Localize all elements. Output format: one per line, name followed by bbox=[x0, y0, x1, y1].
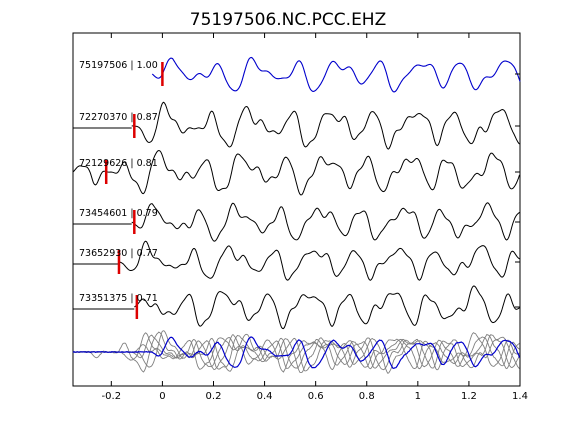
x-tick-label: -0.2 bbox=[102, 391, 122, 402]
overlay-trace-line bbox=[72, 330, 520, 374]
plot-frame bbox=[72, 32, 521, 387]
trace-label: 73351375 | 0.71 bbox=[79, 293, 158, 304]
trace-label-group: 75197506 | 1.00 72270370 | 0.87 72129626 |… bbox=[79, 60, 158, 304]
trace-label: 75197506 | 1.00 bbox=[79, 60, 158, 71]
x-tick-label: 0.6 bbox=[308, 391, 324, 402]
trace-line bbox=[73, 101, 521, 150]
trace-line bbox=[73, 285, 520, 330]
trace-label: 72270370 | 0.87 bbox=[79, 112, 158, 123]
x-tick-label: 0.4 bbox=[257, 391, 273, 402]
chart-title: 75197506.NC.PCC.EHZ bbox=[190, 10, 387, 30]
overlay-trace-line bbox=[72, 336, 521, 370]
trace-group bbox=[72, 56, 521, 330]
x-tick-label: 1 bbox=[415, 391, 421, 402]
trace-label: 73652930 | 0.77 bbox=[79, 248, 158, 259]
overlay-trace-line bbox=[73, 331, 520, 374]
x-tick-label: 1.2 bbox=[461, 391, 477, 402]
trace-line bbox=[73, 202, 521, 242]
overlay-trace-line bbox=[72, 333, 520, 371]
x-axis: -0.2 0 0.2 0.4 0.6 0.8 1 1.2 1.4 bbox=[102, 33, 528, 402]
overlay-trace-line bbox=[72, 332, 520, 373]
trace-label: 73454601 | 0.79 bbox=[79, 208, 158, 219]
overlay-group bbox=[72, 330, 521, 374]
x-tick-label: 1.4 bbox=[512, 391, 528, 402]
trace-label: 72129626 | 0.81 bbox=[79, 158, 158, 169]
overlay-trace-line bbox=[72, 332, 520, 370]
x-tick-label: 0.2 bbox=[206, 391, 222, 402]
x-tick-label: 0.8 bbox=[359, 391, 375, 402]
trace-line bbox=[72, 149, 520, 196]
x-tick-label: 0 bbox=[159, 391, 165, 402]
trace-line bbox=[73, 240, 520, 281]
trace-line bbox=[151, 56, 521, 93]
